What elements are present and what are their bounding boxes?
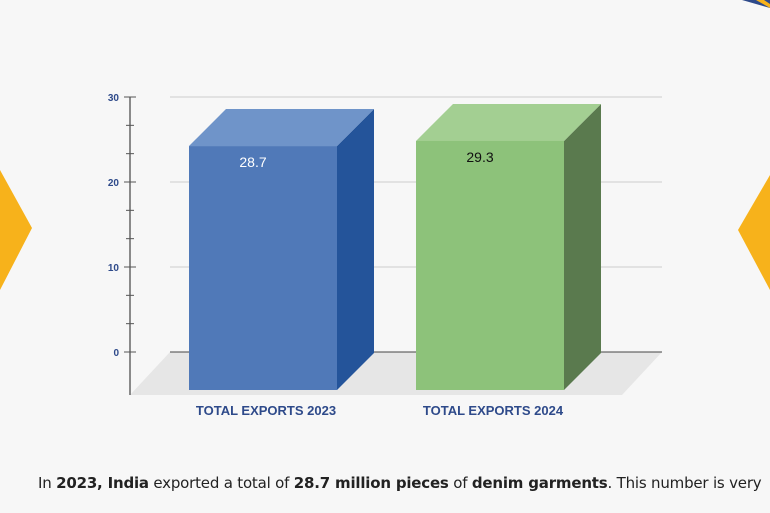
right-diamond-decoration bbox=[738, 175, 770, 290]
y-tick-label: 30 bbox=[108, 93, 120, 104]
text: . This number is very bbox=[607, 474, 762, 492]
bold-text: 28.7 million pieces bbox=[293, 474, 449, 492]
bar bbox=[189, 146, 337, 390]
x-category-label: TOTAL EXPORTS 2023 bbox=[196, 403, 336, 418]
bar-top bbox=[416, 103, 601, 141]
y-tick-label: 20 bbox=[108, 178, 120, 189]
y-tick-label: 0 bbox=[113, 348, 119, 359]
bar-side bbox=[337, 109, 374, 391]
bar-side bbox=[564, 103, 601, 390]
logo-corner-accent bbox=[756, 0, 770, 8]
bold-text: 2023, India bbox=[56, 474, 149, 492]
x-category-label: TOTAL EXPORTS 2024 bbox=[423, 403, 564, 418]
description-paragraph: In 2023, India exported a total of 28.7 … bbox=[38, 474, 762, 492]
text: In bbox=[38, 474, 57, 492]
text: of bbox=[448, 474, 472, 492]
bar bbox=[416, 140, 564, 390]
y-tick-label: 10 bbox=[108, 263, 120, 274]
bar-value-label: 29.3 bbox=[466, 149, 493, 165]
left-diamond-decoration bbox=[0, 170, 32, 290]
text: exported a total of bbox=[148, 474, 294, 492]
bold-text: denim garments bbox=[471, 474, 608, 492]
bar-value-label: 28.7 bbox=[239, 154, 266, 170]
bar-top bbox=[189, 109, 374, 147]
